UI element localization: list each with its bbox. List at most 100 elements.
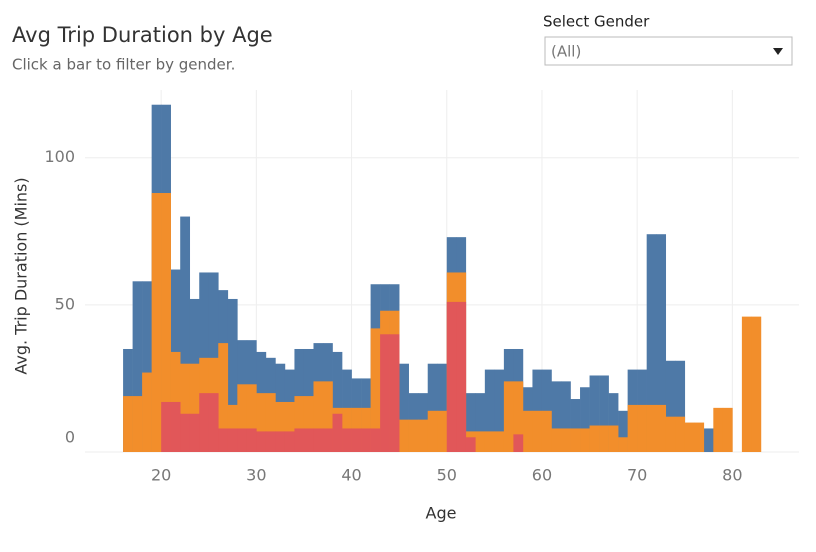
bar[interactable]	[351, 428, 362, 452]
bar[interactable]	[589, 375, 600, 452]
bar[interactable]	[189, 363, 200, 452]
bar[interactable]	[189, 413, 200, 452]
bar[interactable]	[294, 428, 305, 452]
bar[interactable]	[275, 401, 286, 452]
bar[interactable]	[608, 425, 619, 452]
bar[interactable]	[323, 381, 333, 452]
bar[interactable]	[132, 281, 143, 452]
bar[interactable]	[522, 410, 533, 452]
bar[interactable]	[570, 399, 581, 452]
bar[interactable]	[741, 316, 752, 452]
bar[interactable]	[227, 298, 238, 452]
bar[interactable]	[256, 393, 267, 452]
bar[interactable]	[265, 431, 276, 452]
bar[interactable]	[332, 413, 343, 452]
bar[interactable]	[208, 393, 219, 452]
bar[interactable]	[380, 334, 390, 452]
bar[interactable]	[437, 410, 448, 452]
bar[interactable]	[475, 431, 486, 452]
bar[interactable]	[465, 393, 476, 452]
bar[interactable]	[713, 407, 724, 452]
bar[interactable]	[227, 428, 238, 452]
bar[interactable]	[161, 193, 171, 453]
bar[interactable]	[475, 393, 486, 452]
bar[interactable]	[342, 428, 352, 452]
bar[interactable]	[618, 437, 628, 452]
bar[interactable]	[656, 234, 667, 452]
bar[interactable]	[427, 410, 438, 452]
bar[interactable]	[599, 425, 609, 452]
bar[interactable]	[313, 428, 324, 452]
bar[interactable]	[656, 404, 667, 452]
bar[interactable]	[246, 384, 257, 452]
bar[interactable]	[361, 428, 371, 452]
bar[interactable]	[580, 428, 590, 452]
bar[interactable]	[180, 413, 191, 452]
bar[interactable]	[199, 393, 210, 452]
bar[interactable]	[446, 301, 457, 452]
bar[interactable]	[313, 381, 324, 452]
bar[interactable]	[275, 431, 286, 452]
bar[interactable]	[551, 428, 562, 452]
bar[interactable]	[703, 428, 714, 452]
bar[interactable]	[123, 396, 133, 452]
bar[interactable]	[418, 419, 429, 452]
bar[interactable]	[513, 381, 524, 452]
bar[interactable]	[323, 428, 333, 452]
bar[interactable]	[284, 401, 295, 452]
bar[interactable]	[599, 375, 609, 452]
bar[interactable]	[722, 407, 733, 452]
bar[interactable]	[751, 316, 762, 452]
bar[interactable]	[399, 363, 409, 452]
bar[interactable]	[551, 381, 562, 452]
bar[interactable]	[513, 434, 524, 452]
bar[interactable]	[694, 422, 705, 452]
bar[interactable]	[561, 428, 571, 452]
bar[interactable]	[389, 334, 400, 452]
bar[interactable]	[580, 387, 590, 452]
bar[interactable]	[465, 437, 476, 452]
bar[interactable]	[237, 428, 248, 452]
bar[interactable]	[237, 384, 248, 452]
bar[interactable]	[618, 410, 628, 452]
bar[interactable]	[541, 410, 552, 452]
bar[interactable]	[151, 193, 162, 453]
bar[interactable]	[303, 428, 314, 452]
bar[interactable]	[684, 422, 695, 452]
bar[interactable]	[570, 428, 581, 452]
bar[interactable]	[399, 419, 409, 452]
bar[interactable]	[180, 363, 191, 452]
bar[interactable]	[142, 372, 152, 452]
bar[interactable]	[294, 396, 305, 452]
bar[interactable]	[503, 381, 514, 452]
bar[interactable]	[218, 343, 229, 452]
bar[interactable]	[675, 416, 686, 452]
filter-value[interactable]: (All)	[551, 43, 581, 61]
dropdown-arrow[interactable]	[773, 48, 783, 55]
bar[interactable]	[637, 404, 647, 452]
bar[interactable]	[218, 428, 229, 452]
bar[interactable]	[332, 351, 343, 452]
bar[interactable]	[284, 431, 295, 452]
bar[interactable]	[494, 369, 505, 452]
bar[interactable]	[408, 419, 419, 452]
bar[interactable]	[170, 401, 181, 452]
bar[interactable]	[370, 428, 381, 452]
bar[interactable]	[608, 393, 619, 452]
bar[interactable]	[456, 301, 467, 452]
bar[interactable]	[589, 425, 600, 452]
bar[interactable]	[256, 431, 267, 452]
bar[interactable]	[494, 431, 505, 452]
bar[interactable]	[561, 381, 571, 452]
bar[interactable]	[484, 431, 495, 452]
bar[interactable]	[675, 360, 686, 452]
bar[interactable]	[646, 234, 657, 452]
filter-dropdown[interactable]	[544, 36, 793, 66]
bar[interactable]	[142, 281, 152, 452]
bar[interactable]	[484, 369, 495, 452]
bar[interactable]	[265, 393, 276, 452]
bar[interactable]	[161, 401, 171, 452]
bar[interactable]	[665, 360, 676, 452]
bar[interactable]	[437, 363, 448, 452]
bar[interactable]	[627, 404, 638, 452]
